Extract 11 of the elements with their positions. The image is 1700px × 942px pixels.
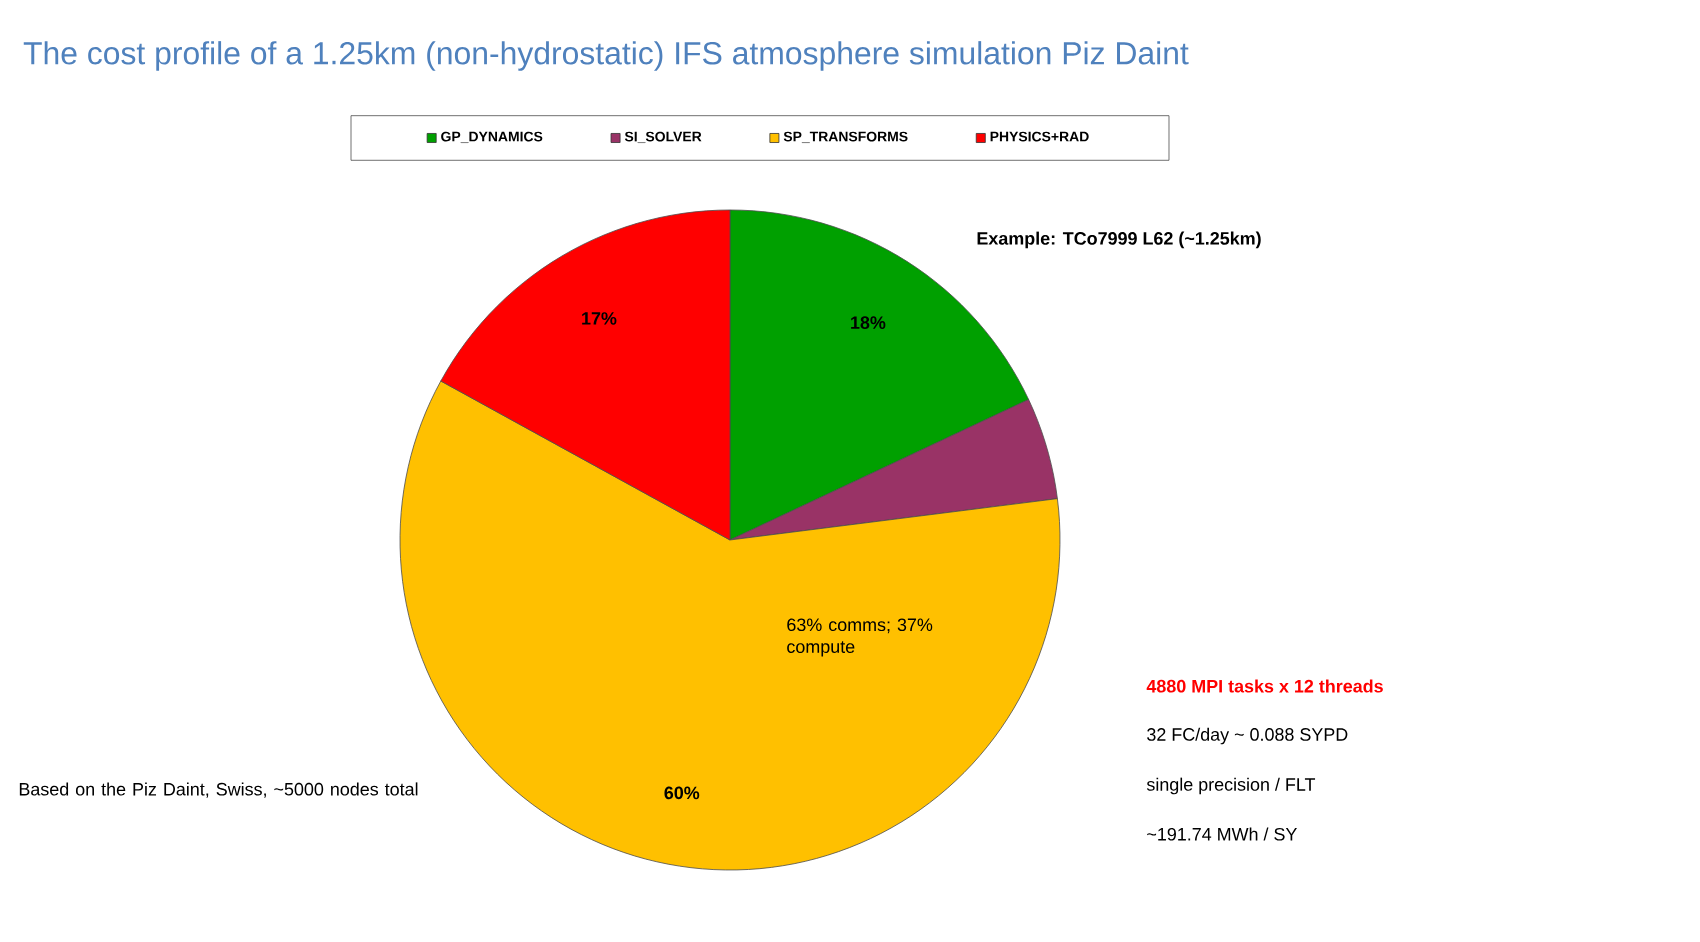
data-label: 18% — [851, 316, 886, 330]
text: 4880 MPI tasks x 12 threads — [1146, 679, 1383, 693]
chart-title: The cost profile of a 1.25km (non-hydrostatic) IFS atmosphere simulation Piz Daint — [23, 41, 1189, 71]
text: Example: TCo7999 L62 (~1.25km) — [977, 231, 1261, 249]
data-label: 17% — [582, 312, 617, 325]
text: single precision / FLT — [1146, 777, 1316, 795]
text: 32 FC/day ~ 0.088 SYPD — [1147, 727, 1348, 745]
text: Based on the Piz Daint, Swiss, ~5000 nodes total — [19, 782, 418, 798]
text: ~191.74 MWh / SY — [1147, 827, 1297, 841]
data-label: 60% — [664, 786, 700, 800]
text: 63% comms; 37% compute — [787, 618, 933, 657]
